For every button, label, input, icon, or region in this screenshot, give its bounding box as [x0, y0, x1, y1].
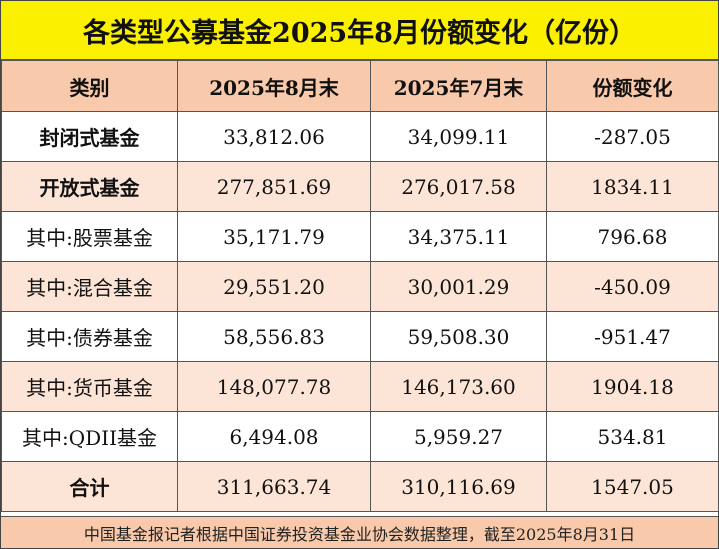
- change-value: 796.68: [546, 211, 719, 262]
- aug-value: 33,812.06: [177, 111, 371, 162]
- jul-value: 5,959.27: [370, 411, 547, 462]
- jul-value: 34,375.11: [370, 211, 547, 262]
- row-label: 其中:债券基金: [1, 311, 178, 362]
- table-row: 其中:QDII基金 6,494.08 5,959.27 534.81: [1, 411, 719, 462]
- change-value: -450.09: [546, 261, 719, 312]
- table-row: 其中:债券基金 58,556.83 59,508.30 -951.47: [1, 311, 719, 362]
- row-label: 其中:混合基金: [1, 261, 178, 312]
- aug-value: 6,494.08: [177, 411, 371, 462]
- jul-value: 146,173.60: [370, 361, 547, 412]
- change-value: 1904.18: [546, 361, 719, 412]
- row-label: 其中:货币基金: [1, 361, 178, 412]
- jul-value: 59,508.30: [370, 311, 547, 362]
- jul-value: 30,001.29: [370, 261, 547, 312]
- aug-value: 35,171.79: [177, 211, 371, 262]
- row-label: 其中:QDII基金: [1, 411, 178, 462]
- aug-value: 148,077.78: [177, 361, 371, 412]
- source-note: 中国基金报记者根据中国证券投资基金业协会数据整理，截至2025年8月31日: [1, 516, 718, 548]
- total-row: 合计 311,663.74 310,116.69 1547.05: [1, 461, 719, 512]
- row-label: 开放式基金: [1, 161, 178, 212]
- header-change: 份额变化: [546, 60, 719, 112]
- header-aug-end: 2025年8月末: [177, 60, 371, 112]
- table-row: 其中:混合基金 29,551.20 30,001.29 -450.09: [1, 261, 719, 312]
- jul-value: 310,116.69: [370, 461, 547, 512]
- change-value: 1834.11: [546, 161, 719, 212]
- change-value: 1547.05: [546, 461, 719, 512]
- row-label: 其中:股票基金: [1, 211, 178, 262]
- aug-value: 311,663.74: [177, 461, 371, 512]
- change-value: -951.47: [546, 311, 719, 362]
- jul-value: 276,017.58: [370, 161, 547, 212]
- row-label: 合计: [1, 461, 178, 512]
- fund-share-table: 类别 2025年8月末 2025年7月末 份额变化 封闭式基金 33,812.0…: [1, 60, 719, 512]
- aug-value: 58,556.83: [177, 311, 371, 362]
- table-row: 封闭式基金 33,812.06 34,099.11 -287.05: [1, 111, 719, 162]
- row-label: 封闭式基金: [1, 111, 178, 162]
- aug-value: 277,851.69: [177, 161, 371, 212]
- table-title: 各类型公募基金2025年8月份额变化（亿份）: [1, 1, 718, 60]
- change-value: -287.05: [546, 111, 719, 162]
- table-row: 其中:股票基金 35,171.79 34,375.11 796.68: [1, 211, 719, 262]
- aug-value: 29,551.20: [177, 261, 371, 312]
- table-row: 其中:货币基金 148,077.78 146,173.60 1904.18: [1, 361, 719, 412]
- header-jul-end: 2025年7月末: [370, 60, 547, 112]
- change-value: 534.81: [546, 411, 719, 462]
- jul-value: 34,099.11: [370, 111, 547, 162]
- header-row: 类别 2025年8月末 2025年7月末 份额变化: [1, 60, 719, 112]
- header-category: 类别: [1, 60, 178, 112]
- table-row: 开放式基金 277,851.69 276,017.58 1834.11: [1, 161, 719, 212]
